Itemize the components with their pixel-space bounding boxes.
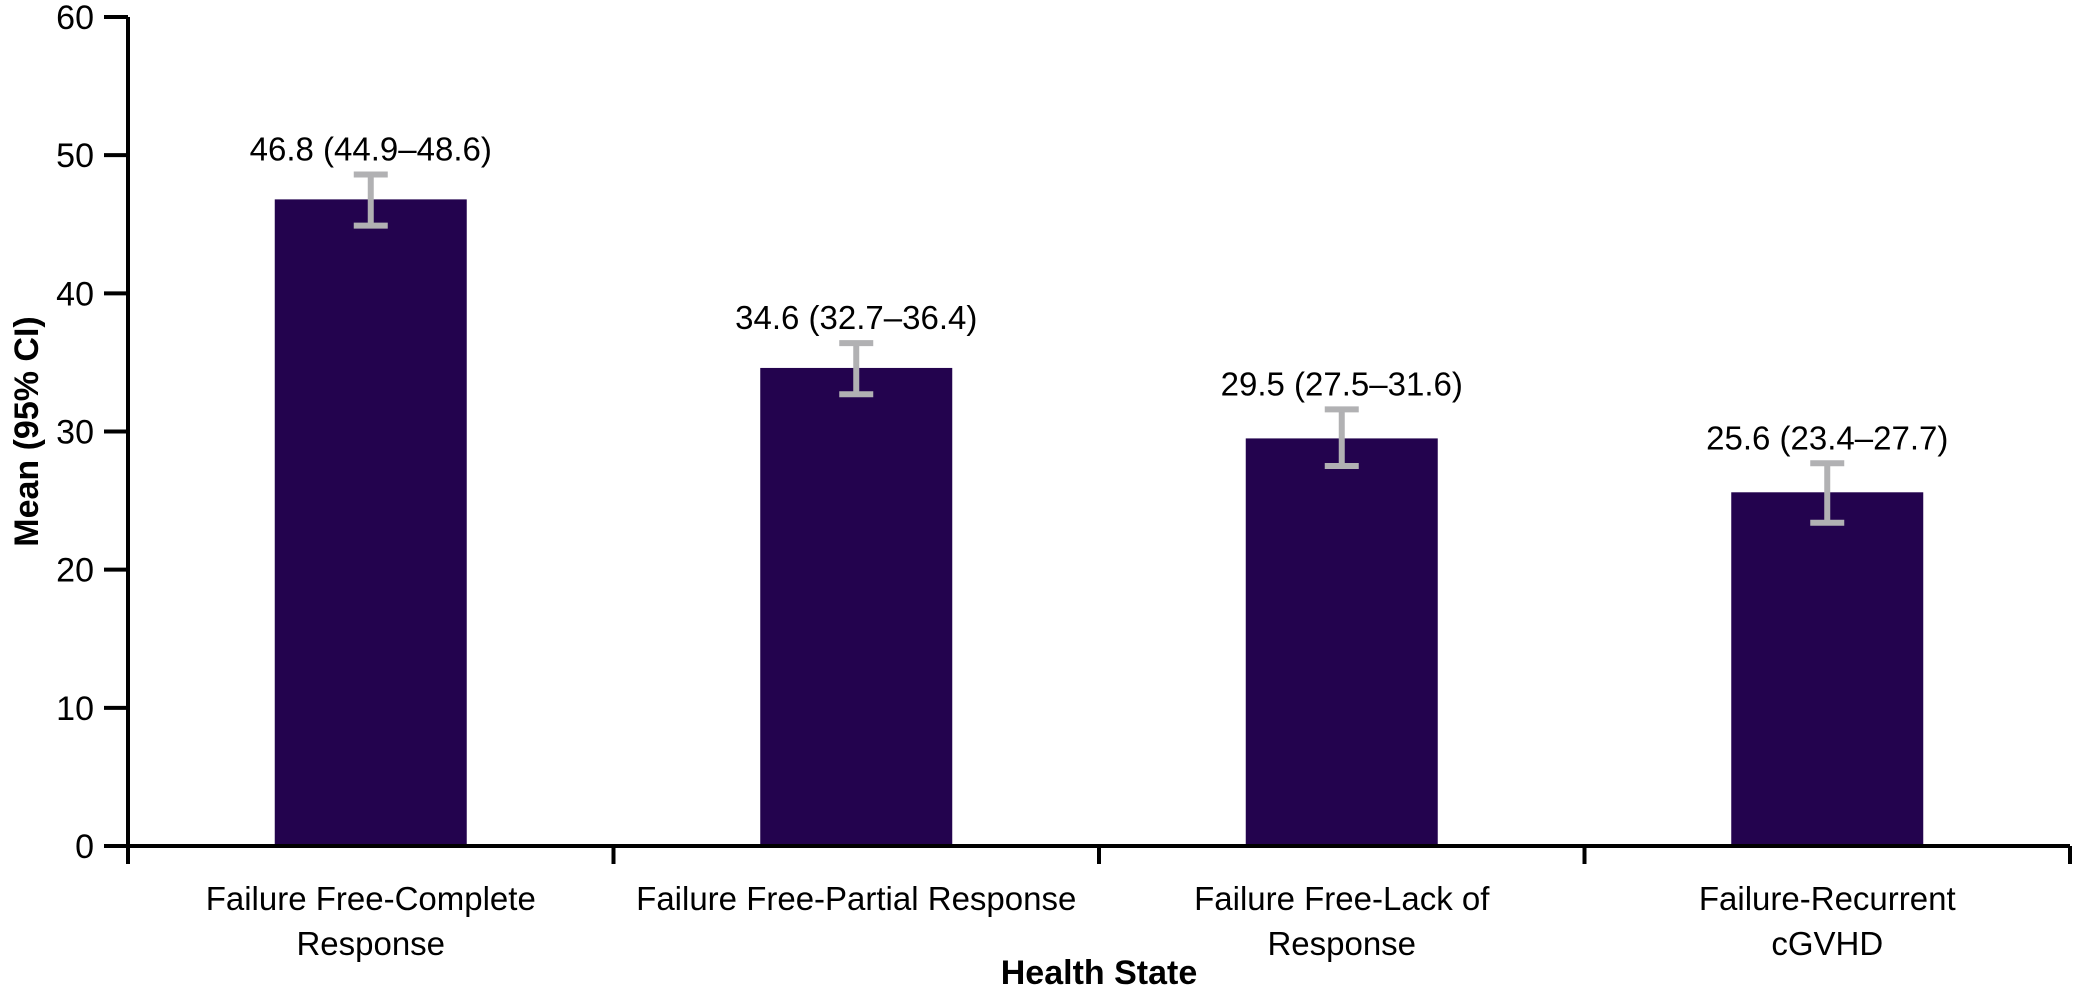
data-label-3: 29.5 (27.5–31.6) bbox=[1221, 365, 1463, 402]
y-tick-label-50: 50 bbox=[56, 137, 94, 175]
data-label-2: 34.6 (32.7–36.4) bbox=[735, 299, 977, 336]
x-category-label-2-line-1: Failure Free-Partial Response bbox=[636, 880, 1076, 917]
y-tick-label-0: 0 bbox=[75, 828, 94, 866]
y-axis-title: Mean (95% CI) bbox=[8, 316, 46, 547]
x-category-label-1-line-1: Failure Free-Complete bbox=[206, 880, 536, 917]
x-category-label-1-line-2: Response bbox=[296, 925, 445, 962]
y-tick-label-30: 30 bbox=[56, 414, 94, 452]
x-axis-title: Health State bbox=[1001, 954, 1198, 992]
y-tick-label-10: 10 bbox=[56, 690, 94, 728]
x-category-label-3-line-1: Failure Free-Lack of bbox=[1194, 880, 1490, 917]
data-label-1: 46.8 (44.9–48.6) bbox=[250, 131, 492, 168]
y-tick-label-40: 40 bbox=[56, 275, 94, 313]
x-category-label-4-line-2: cGVHD bbox=[1771, 925, 1883, 962]
x-category-label-3-line-2: Response bbox=[1267, 925, 1416, 962]
bar-2 bbox=[760, 367, 953, 846]
bar-3 bbox=[1245, 438, 1438, 846]
y-tick-label-60: 60 bbox=[56, 0, 94, 37]
bar-1 bbox=[274, 199, 467, 846]
data-label-4: 25.6 (23.4–27.7) bbox=[1706, 419, 1948, 456]
y-tick-label-20: 20 bbox=[56, 552, 94, 590]
bar-4 bbox=[1731, 492, 1924, 846]
x-category-label-4-line-1: Failure-Recurrent bbox=[1699, 880, 1956, 917]
